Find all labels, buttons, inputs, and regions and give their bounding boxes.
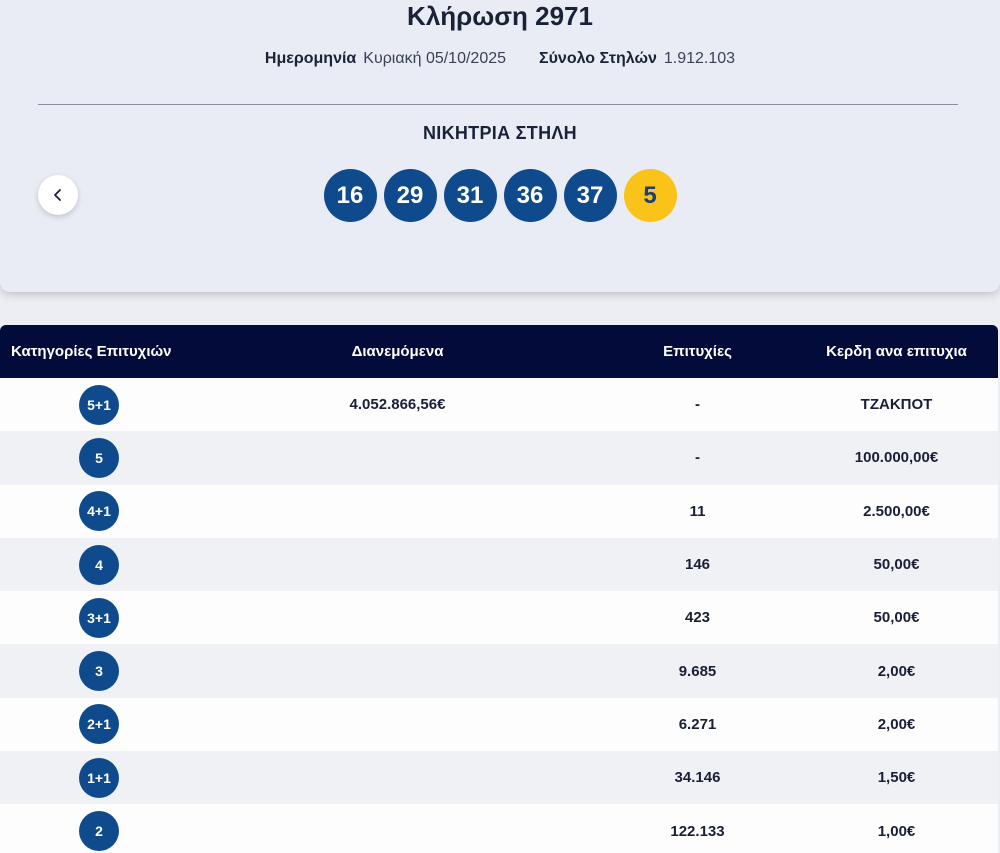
prize-cell: 50,00€ [873, 556, 920, 574]
prize-cell: 50,00€ [873, 609, 920, 627]
winning-column-label: ΝΙΚΗΤΡΙΑ ΣΤΗΛΗ [422, 123, 577, 143]
table-row: 3 9.685 2,00€ [0, 644, 998, 698]
table-row: 2+1 6.271 2,00€ [0, 697, 998, 752]
date-label: Ημερομηνία [264, 50, 357, 67]
category-badge: 3+1 [79, 597, 119, 638]
table-row: 4+1 11 2.500,00€ [0, 484, 998, 538]
winners-cell: 146 [684, 556, 711, 574]
header-category: Κατηγορίες Επιτυχιών [11, 343, 172, 360]
header-prize: Κερδη ανα επιτυχια [826, 343, 967, 360]
chevron-left-icon [54, 189, 61, 201]
number-ball: 31 [443, 169, 497, 222]
winners-cell: 11 [689, 502, 706, 520]
distributed-cell: 4.052.866,56€ [349, 396, 446, 414]
columns-value: 1.912.103 [663, 50, 736, 67]
header-winners: Επιτυχίες [663, 343, 732, 360]
category-badge: 1+1 [79, 757, 119, 798]
category-badge: 2+1 [79, 704, 119, 745]
table-row: 1+1 34.146 1,50€ [0, 751, 998, 805]
prize-cell: 1,50€ [877, 769, 916, 787]
category-badge: 2 [79, 811, 119, 852]
columns-label: Σύνολο Στηλών [539, 50, 657, 67]
category-badge: 5+1 [79, 384, 119, 425]
winners-cell: 122.133 [670, 822, 725, 840]
draw-title: Κλήρωση 2971 [407, 1, 593, 31]
prize-cell: 2,00€ [877, 715, 916, 733]
category-badge: 5 [79, 437, 119, 478]
divider [38, 104, 958, 105]
prize-cell: ΤΖΑΚΠΟΤ [860, 396, 933, 414]
previous-draw-button[interactable] [38, 175, 78, 215]
draw-card: Κλήρωση 2971 Ημερομηνία Κυριακή 05/10/20… [0, 0, 1000, 292]
prize-cell: 1,00€ [877, 822, 916, 840]
prize-cell: 2.500,00€ [863, 502, 930, 520]
category-badge: 4 [79, 544, 119, 585]
number-ball: 37 [563, 169, 617, 222]
winners-cell: - [695, 396, 700, 414]
prize-cell: 100.000,00€ [854, 449, 939, 467]
winning-numbers: 16 29 31 36 37 5 [0, 169, 1000, 222]
table-body: 5+1 4.052.866,56€ - ΤΖΑΚΠΟΤ 5 - 100.000,… [0, 378, 998, 853]
number-ball: 29 [383, 169, 437, 222]
number-ball: 16 [323, 169, 377, 222]
prize-cell: 2,00€ [877, 662, 916, 680]
winners-cell: - [695, 449, 700, 467]
table-row: 2 122.133 1,00€ [0, 804, 998, 853]
table-row: 5+1 4.052.866,56€ - ΤΖΑΚΠΟΤ [0, 378, 998, 432]
table-row: 3+1 423 50,00€ [0, 591, 998, 645]
table-header: Κατηγορίες Επιτυχιών Διανεμόμενα Επιτυχί… [0, 325, 998, 378]
category-badge: 3 [79, 651, 119, 692]
winners-cell: 423 [684, 609, 711, 627]
category-badge: 4+1 [79, 491, 119, 532]
header-distributed: Διανεμόμενα [351, 343, 444, 360]
winners-cell: 6.271 [678, 715, 717, 733]
winners-cell: 9.685 [678, 662, 717, 680]
joker-ball: 5 [623, 169, 677, 222]
winners-cell: 34.146 [674, 769, 721, 787]
table-row: 4 146 50,00€ [0, 537, 998, 592]
results-table: Κατηγορίες Επιτυχιών Διανεμόμενα Επιτυχί… [0, 325, 998, 853]
draw-meta: Ημερομηνία Κυριακή 05/10/2025 Σύνολο Στη… [0, 50, 1000, 68]
date-value: Κυριακή 05/10/2025 [363, 50, 507, 67]
table-row: 5 - 100.000,00€ [0, 431, 998, 485]
number-ball: 36 [503, 169, 557, 222]
